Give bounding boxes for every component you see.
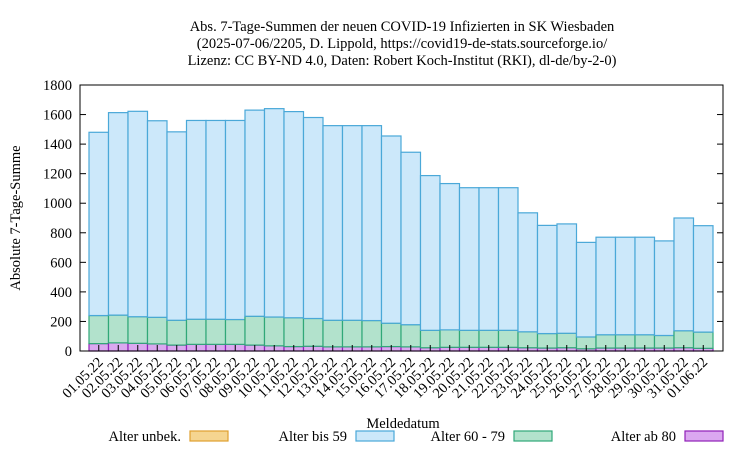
x-axis: 01.05.2202.05.2203.05.2204.05.2205.05.22… — [59, 345, 711, 402]
legend: Alter unbek. Alter bis 59 Alter 60 - 79 Alt… — [109, 429, 724, 445]
y-tick-label: 400 — [50, 285, 72, 301]
bar-alter-60-79-11.05.22 — [283, 317, 305, 348]
y-tick-label: 0 — [65, 344, 72, 360]
y-tick-label: 200 — [50, 314, 72, 330]
bar-alter-60-79-13.05.22 — [322, 319, 344, 348]
bar-alter-bis-59-01.06.22 — [692, 225, 714, 333]
bar-alter-60-79-15.05.22 — [361, 319, 383, 348]
bar-alter-bis-59-08.05.22 — [224, 119, 246, 321]
y-tick-label: 1400 — [43, 137, 72, 153]
bar-alter-60-79-06.05.22 — [185, 318, 207, 345]
bar-alter-60-79-21.05.22 — [478, 329, 500, 348]
bar-alter-bis-59-16.05.22 — [380, 135, 402, 324]
bar-alter-60-79-17.05.22 — [400, 324, 422, 348]
bars-layer — [88, 108, 714, 352]
bar-alter-bis-59-21.05.22 — [478, 187, 500, 331]
legend-swatch-alter-60-79 — [513, 430, 553, 442]
bar-alter-bis-59-05.05.22 — [166, 131, 188, 321]
bar-alter-60-79-09.05.22 — [244, 315, 266, 346]
bar-alter-60-79-04.05.22 — [146, 316, 168, 345]
legend-label-alter-60-79: Alter 60 - 79 — [431, 429, 506, 445]
bar-alter-60-79-22.05.22 — [497, 329, 519, 348]
bar-alter-bis-59-26.05.22 — [575, 241, 597, 338]
chart-title: Abs. 7-Tage-Summen der neuen COVID-19 In… — [188, 19, 617, 69]
bar-alter-60-79-19.05.22 — [439, 329, 461, 348]
bar-alter-bis-59-24.05.22 — [536, 224, 558, 335]
bar-alter-bis-59-25.05.22 — [556, 223, 578, 334]
bar-alter-60-79-07.05.22 — [205, 318, 227, 345]
chart-title-line-1: Abs. 7-Tage-Summen der neuen COVID-19 In… — [190, 19, 615, 35]
bar-alter-60-79-16.05.22 — [380, 322, 402, 348]
bar-alter-bis-59-18.05.22 — [419, 174, 441, 331]
y-tick-label: 800 — [50, 226, 72, 242]
legend-label-alter-ab-80: Alter ab 80 — [611, 429, 676, 445]
y-tick-label: 1200 — [43, 167, 72, 183]
bar-alter-bis-59-12.05.22 — [302, 116, 324, 320]
bar-alter-bis-59-09.05.22 — [244, 109, 266, 317]
plot-frame — [79, 84, 724, 352]
bar-alter-bis-59-20.05.22 — [458, 187, 480, 331]
y-tick-label: 1000 — [43, 196, 72, 212]
bar-alter-bis-59-17.05.22 — [400, 151, 422, 326]
bar-alter-bis-59-02.05.22 — [107, 112, 129, 316]
y-axis: 0 200 400 600 800 1000 1200 1400 1600 1800 — [43, 78, 723, 360]
bar-alter-60-79-10.05.22 — [263, 316, 285, 347]
chart-title-line-3: Lizenz: CC BY-ND 4.0, Daten: Robert Koch… — [188, 53, 617, 69]
bar-alter-60-79-05.05.22 — [166, 319, 188, 346]
y-tick-label: 1600 — [43, 108, 72, 124]
bar-alter-60-79-01.05.22 — [88, 314, 110, 345]
legend-swatch-alter-bis-59 — [355, 430, 395, 442]
bar-alter-bis-59-27.05.22 — [595, 236, 617, 336]
y-tick-label: 600 — [50, 255, 72, 271]
bar-alter-bis-59-13.05.22 — [322, 125, 344, 321]
bar-alter-bis-59-28.05.22 — [614, 236, 636, 336]
bar-alter-60-79-14.05.22 — [341, 319, 363, 348]
bar-alter-bis-59-15.05.22 — [361, 125, 383, 322]
bar-alter-bis-59-23.05.22 — [517, 212, 539, 333]
bar-alter-bis-59-01.05.22 — [88, 131, 110, 317]
bar-alter-60-79-03.05.22 — [127, 316, 149, 344]
chart-title-line-2: (2025-07-06/2205, D. Lippold, https://co… — [197, 36, 608, 52]
bar-alter-bis-59-19.05.22 — [439, 182, 461, 331]
bar-alter-bis-59-07.05.22 — [205, 119, 227, 320]
bar-alter-60-79-02.05.22 — [107, 314, 129, 344]
y-tick-label: 1800 — [43, 78, 72, 94]
legend-swatch-alter-unbek- — [189, 430, 229, 442]
bar-alter-60-79-20.05.22 — [458, 329, 480, 348]
bar-alter-bis-59-22.05.22 — [497, 187, 519, 331]
bar-alter-bis-59-04.05.22 — [146, 120, 168, 318]
bar-alter-bis-59-14.05.22 — [341, 125, 363, 321]
bar-alter-bis-59-30.05.22 — [653, 240, 675, 337]
bar-alter-bis-59-11.05.22 — [283, 110, 305, 319]
bar-alter-60-79-08.05.22 — [224, 318, 246, 345]
bar-alter-bis-59-03.05.22 — [127, 110, 149, 318]
bar-alter-bis-59-29.05.22 — [634, 236, 656, 336]
bar-alter-bis-59-31.05.22 — [673, 217, 695, 332]
legend-label-alter-unbek-: Alter unbek. — [109, 429, 181, 445]
bar-alter-60-79-12.05.22 — [302, 317, 324, 347]
legend-label-alter-bis-59: Alter bis 59 — [279, 429, 347, 445]
bar-alter-bis-59-10.05.22 — [263, 108, 285, 318]
y-axis-label: Absolute 7-Tage-Summe — [8, 145, 24, 290]
legend-swatch-alter-ab-80 — [684, 430, 724, 442]
bar-alter-bis-59-06.05.22 — [185, 119, 207, 320]
x-axis-label: Meldedatum — [366, 416, 440, 432]
